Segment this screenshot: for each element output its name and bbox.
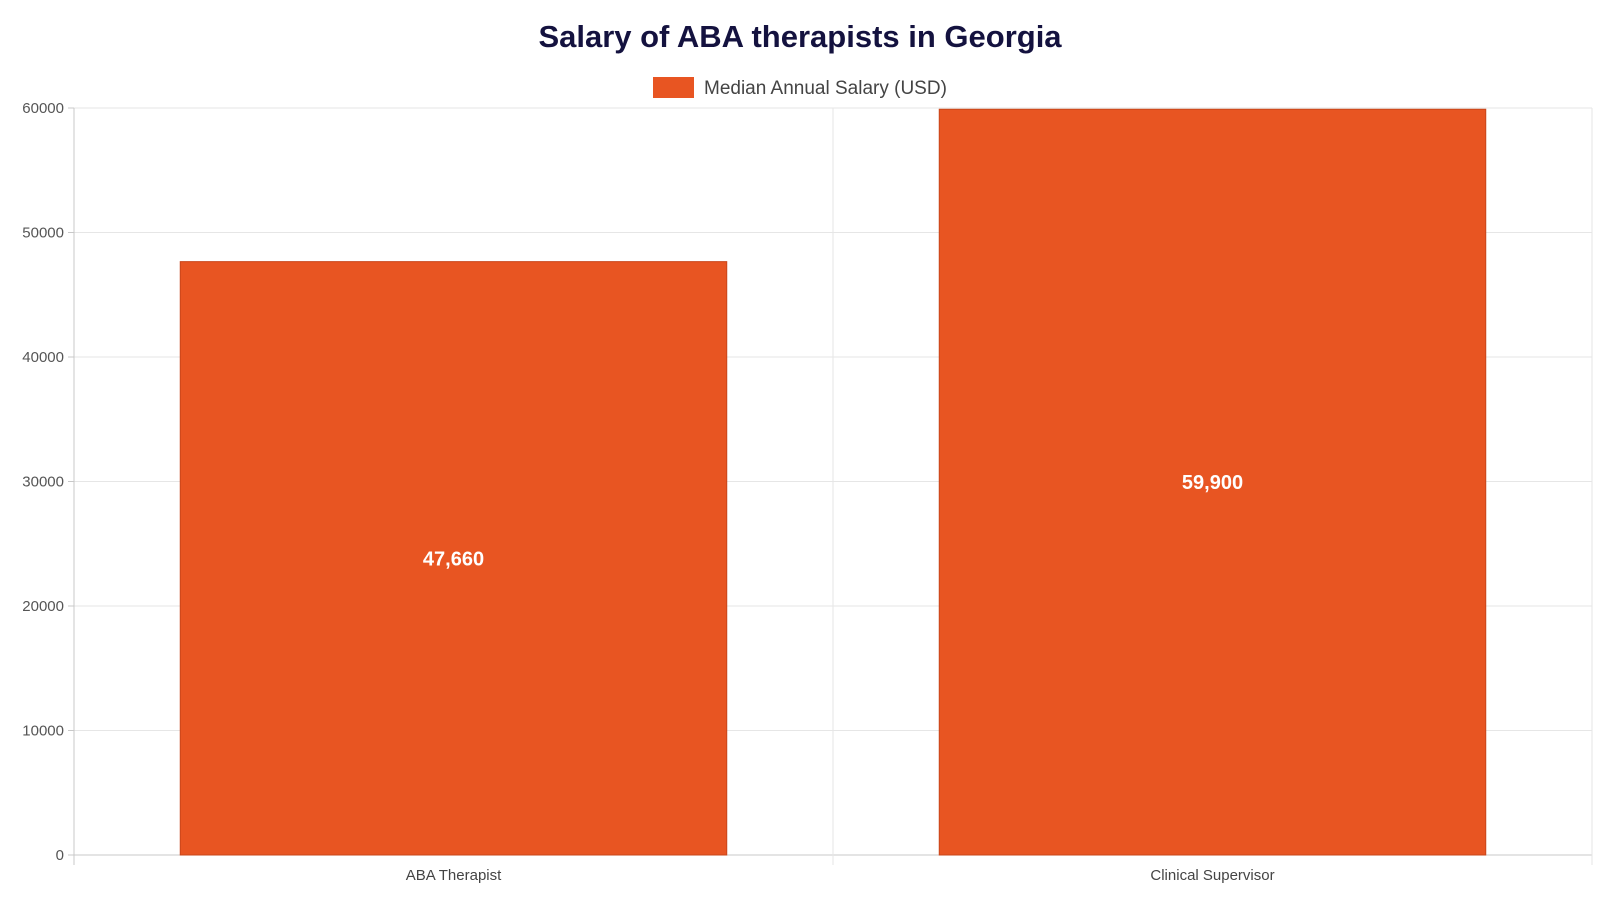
legend-swatch [653, 77, 694, 98]
y-tick-label: 0 [56, 847, 64, 864]
x-category-label: ABA Therapist [406, 867, 502, 884]
chart-title: Salary of ABA therapists in Georgia [538, 19, 1062, 54]
bars [179, 108, 1487, 856]
data-label: 59,900 [1182, 472, 1243, 494]
y-tick-label: 20000 [22, 598, 64, 615]
bar-aba-therapist [179, 261, 728, 856]
y-tick-label: 10000 [22, 723, 64, 740]
y-tick-label: 30000 [22, 474, 64, 491]
x-category-label: Clinical Supervisor [1150, 867, 1274, 884]
y-tick-label: 40000 [22, 349, 64, 366]
y-tick-label: 60000 [22, 100, 64, 117]
legend-label: Median Annual Salary (USD) [704, 78, 947, 99]
y-axis: 0 10000 20000 30000 40000 50000 60000 [22, 100, 74, 864]
x-axis: ABA Therapist Clinical Supervisor [406, 867, 1275, 884]
data-label: 47,660 [423, 548, 484, 570]
y-tick-label: 50000 [22, 225, 64, 242]
data-labels: 47,660 59,900 [423, 472, 1243, 570]
bar-clinical-supervisor [938, 108, 1487, 856]
legend[interactable]: Median Annual Salary (USD) [653, 77, 947, 99]
